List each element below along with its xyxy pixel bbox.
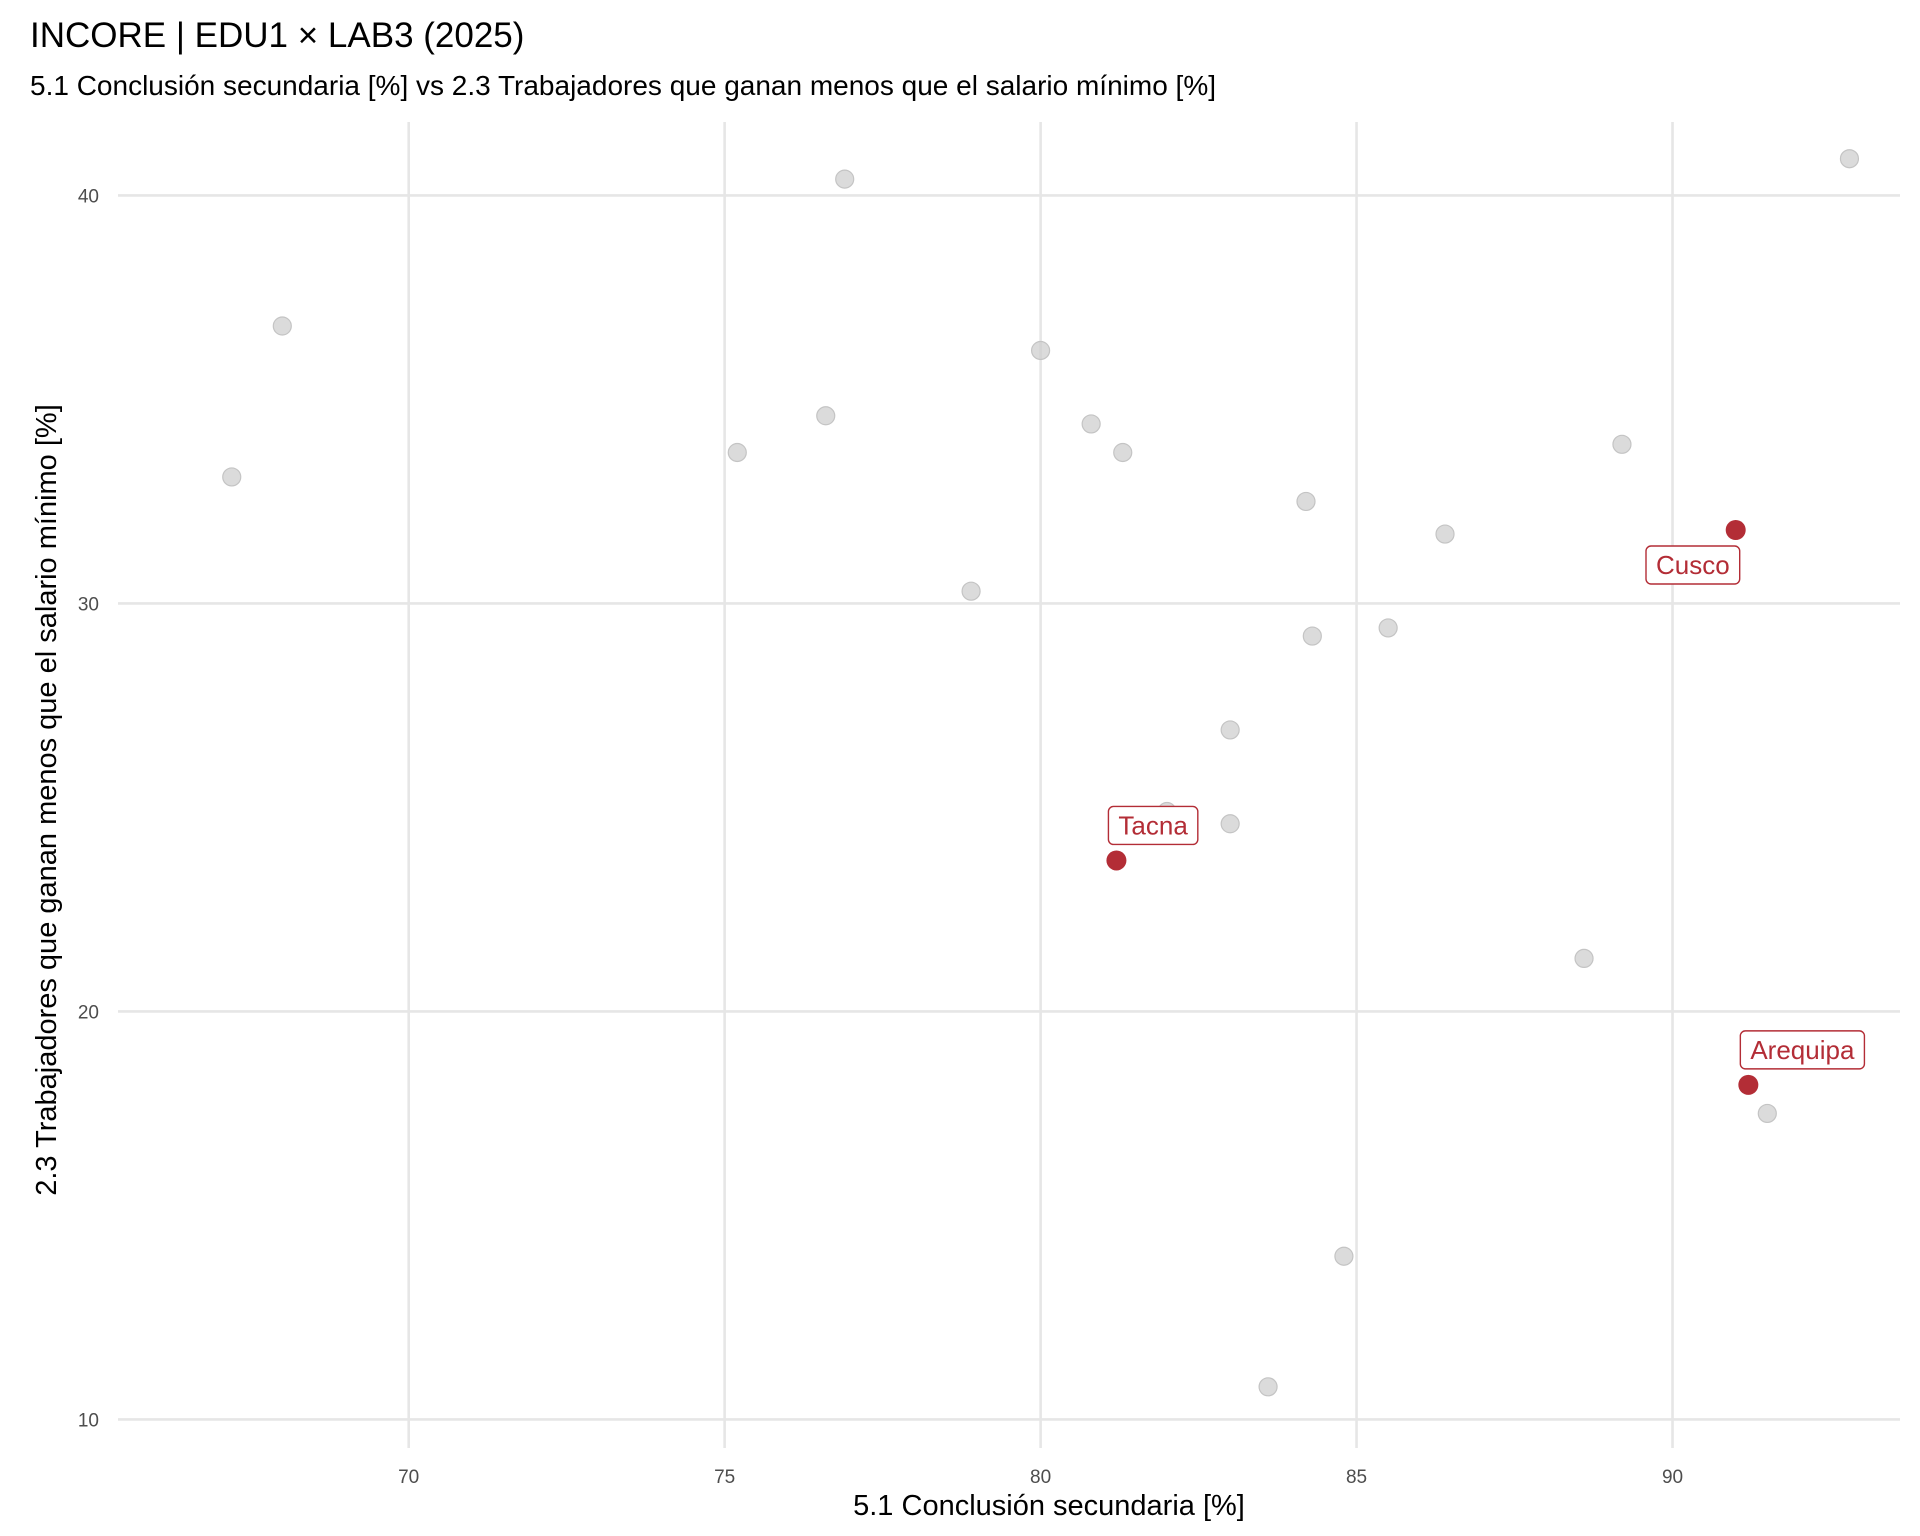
data-points [222, 149, 1860, 1397]
data-point [1612, 434, 1632, 454]
x-tick-label: 85 [1346, 1467, 1367, 1488]
point-label-box [1645, 545, 1741, 585]
data-point [816, 406, 836, 426]
data-point [835, 169, 855, 189]
point-label-box [1107, 805, 1199, 846]
grid-lines [118, 122, 1900, 1448]
data-point [1258, 1377, 1278, 1397]
highlighted-point [1725, 520, 1746, 540]
point-label-text: Tacna [1118, 810, 1188, 840]
x-tick-label: 90 [1662, 1467, 1683, 1488]
point-label-text: Arequipa [1750, 1035, 1855, 1065]
data-point [1574, 948, 1594, 969]
data-point [1296, 491, 1316, 512]
data-point [1334, 1246, 1354, 1266]
data-point [1757, 1103, 1777, 1124]
highlighted-point [1106, 850, 1127, 871]
data-point [1081, 414, 1101, 434]
data-point [1435, 524, 1455, 544]
point-label-box [1739, 1030, 1866, 1070]
y-tick-label: 20 [78, 1002, 99, 1023]
chart-title: INCORE | EDU1 × LAB3 (2025) [30, 16, 525, 55]
point-label-text: Cusco [1656, 550, 1730, 580]
data-point [961, 581, 981, 601]
chart-subtitle: 5.1 Conclusión secundaria [%] vs 2.3 Tra… [30, 70, 1217, 101]
highlighted-point [1738, 1074, 1759, 1095]
data-point [1378, 618, 1398, 638]
data-point [727, 442, 747, 463]
data-point [1113, 442, 1133, 463]
y-tick-label: 30 [78, 594, 99, 615]
x-axis-title: 5.1 Conclusión secundaria [%] [853, 1490, 1245, 1522]
y-tick-label: 40 [78, 186, 99, 207]
data-point [272, 316, 292, 336]
data-point [1302, 626, 1322, 646]
data-point [1220, 720, 1240, 740]
data-point [1220, 814, 1240, 834]
x-tick-label: 80 [1030, 1467, 1051, 1488]
x-tick-label: 70 [398, 1467, 419, 1488]
point-label: Cusco [1645, 545, 1741, 585]
tick-labels: 70 75 80 85 90 10 20 30 40 [78, 186, 1683, 1488]
data-point [1839, 149, 1860, 169]
y-tick-label: 10 [78, 1410, 99, 1431]
x-tick-label: 75 [714, 1467, 735, 1488]
data-point [222, 467, 242, 487]
y-axis-title: 2.3 Trabajadores que ganan menos que el … [31, 404, 63, 1196]
point-label: Tacna [1107, 805, 1199, 846]
point-label: Arequipa [1739, 1030, 1866, 1070]
highlighted-points: Cusco Tacna Arequipa [1106, 520, 1866, 1095]
data-point [1030, 340, 1051, 361]
